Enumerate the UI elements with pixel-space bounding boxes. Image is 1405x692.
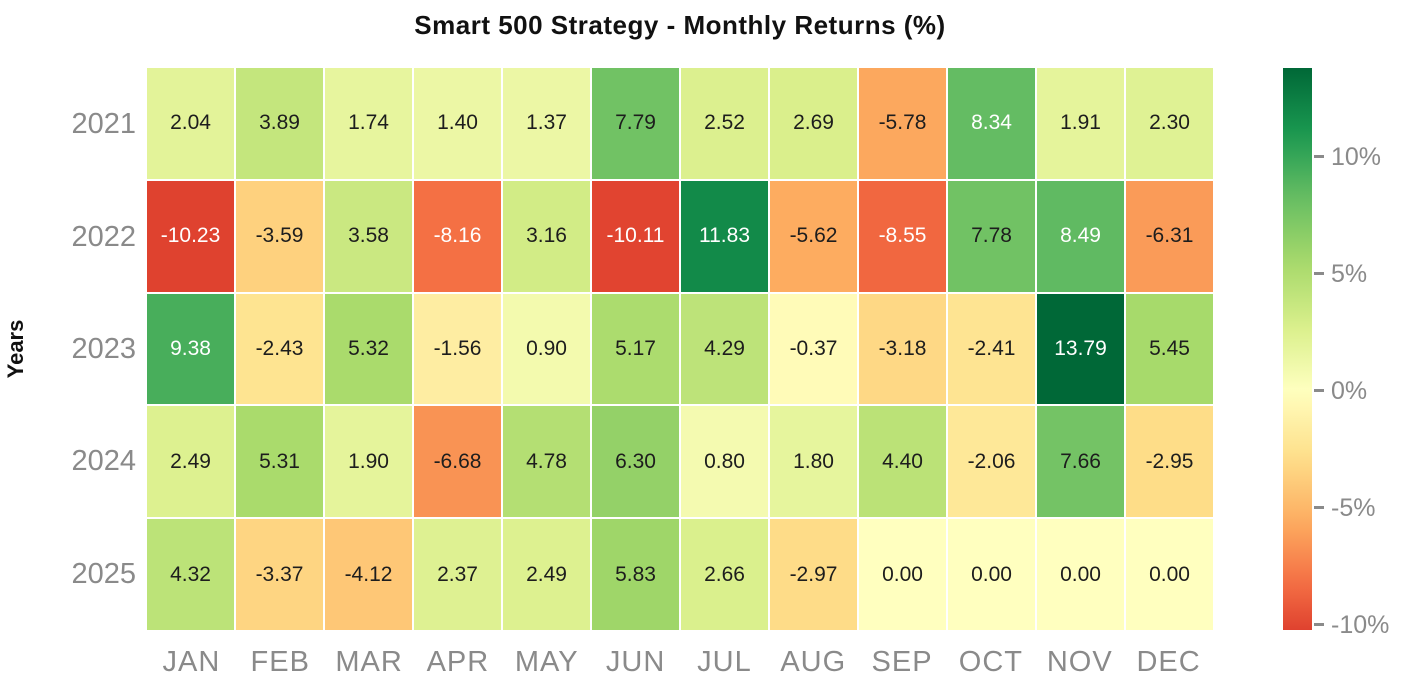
heatmap-cell-2022-FEB: -3.59 xyxy=(236,180,323,292)
heatmap-cell-2025-JAN: 4.32 xyxy=(147,519,234,630)
heatmap-grid: 2.04 3.89 1.74 1.40 1.37 7.79 2.52 2.69 -5.78 8.3… xyxy=(147,68,1213,630)
heatmap-cell-2022-APR: -8.16 xyxy=(414,180,501,292)
heatmap-cell-2021-OCT: 8.34 xyxy=(948,68,1035,179)
heatmap-cell-2023-MAY: 0.90 xyxy=(503,293,590,405)
colorbar-tick-mark-5% xyxy=(1314,272,1324,276)
xtick-label-MAR: MAR xyxy=(335,646,403,678)
heatmap-cell-2022-JAN: -10.23 xyxy=(147,180,234,292)
heatmap-cell-2024-JUL: 0.80 xyxy=(681,406,768,518)
xtick-label-MAY: MAY xyxy=(514,646,579,678)
heatmap-cell-2022-NOV: 8.49 xyxy=(1037,180,1124,292)
heatmap-cell-2025-SEP: 0.00 xyxy=(859,519,946,630)
heatmap-cell-2024-OCT: -2.06 xyxy=(948,406,1035,518)
heatmap-cell-2023-JUL: 4.29 xyxy=(681,293,768,405)
colorbar-tick-mark-10% xyxy=(1314,155,1324,159)
heatmap-cell-2024-MAY: 4.78 xyxy=(503,406,590,518)
heatmap-cell-2024-JUN: 6.30 xyxy=(592,406,679,518)
heatmap-cell-2025-JUN: 5.83 xyxy=(592,519,679,630)
heatmap-cell-2022-AUG: -5.62 xyxy=(770,180,857,292)
chart-title: Smart 500 Strategy - Monthly Returns (%) xyxy=(414,10,946,40)
heatmap-cell-2025-FEB: -3.37 xyxy=(236,519,323,630)
heatmap-cell-2022-DEC: -6.31 xyxy=(1126,180,1213,292)
heatmap-cell-2023-DEC: 5.45 xyxy=(1126,293,1213,405)
ytick-label-2024: 2024 xyxy=(71,445,136,478)
heatmap-cell-2024-FEB: 5.31 xyxy=(236,406,323,518)
colorbar-tick-label--5%: -5% xyxy=(1331,493,1376,522)
heatmap-cell-2023-MAR: 5.32 xyxy=(325,293,412,405)
heatmap-cell-2023-AUG: -0.37 xyxy=(770,293,857,405)
heatmap-cell-2025-NOV: 0.00 xyxy=(1037,519,1124,630)
heatmap-cell-2021-MAR: 1.74 xyxy=(325,68,412,179)
heatmap-cell-2024-SEP: 4.40 xyxy=(859,406,946,518)
heatmap-cell-2025-DEC: 0.00 xyxy=(1126,519,1213,630)
xtick-label-DEC: DEC xyxy=(1136,646,1201,678)
colorbar-tick-mark-0% xyxy=(1314,389,1324,393)
colorbar-tick-mark--10% xyxy=(1314,623,1324,627)
heatmap-cell-2022-JUL: 11.83 xyxy=(681,180,768,292)
heatmap-cell-2023-OCT: -2.41 xyxy=(948,293,1035,405)
heatmap-cell-2023-JUN: 5.17 xyxy=(592,293,679,405)
xtick-label-AUG: AUG xyxy=(780,646,847,678)
heatmap-cell-2021-SEP: -5.78 xyxy=(859,68,946,179)
heatmap-cell-2024-AUG: 1.80 xyxy=(770,406,857,518)
heatmap-cell-2024-NOV: 7.66 xyxy=(1037,406,1124,518)
heatmap-cell-2021-DEC: 2.30 xyxy=(1126,68,1213,179)
colorbar xyxy=(1283,68,1312,630)
heatmap-cell-2021-JAN: 2.04 xyxy=(147,68,234,179)
heatmap-cell-2022-MAY: 3.16 xyxy=(503,180,590,292)
xtick-label-OCT: OCT xyxy=(958,646,1024,678)
colorbar-tick-mark--5% xyxy=(1314,506,1324,510)
xtick-label-JUL: JUL xyxy=(697,646,752,678)
heatmap-cell-2021-MAY: 1.37 xyxy=(503,68,590,179)
heatmap-cell-2024-JAN: 2.49 xyxy=(147,406,234,518)
colorbar-tick-label-0%: 0% xyxy=(1331,376,1368,405)
heatmap-cell-2025-APR: 2.37 xyxy=(414,519,501,630)
xtick-label-APR: APR xyxy=(426,646,490,678)
colorbar-tick-label--10%: -10% xyxy=(1331,610,1390,639)
heatmap-cell-2023-NOV: 13.79 xyxy=(1037,293,1124,405)
heatmap-cell-2022-MAR: 3.58 xyxy=(325,180,412,292)
heatmap-cell-2023-FEB: -2.43 xyxy=(236,293,323,405)
heatmap-cell-2025-AUG: -2.97 xyxy=(770,519,857,630)
heatmap-cell-2023-APR: -1.56 xyxy=(414,293,501,405)
heatmap-cell-2024-DEC: -2.95 xyxy=(1126,406,1213,518)
heatmap-cell-2022-OCT: 7.78 xyxy=(948,180,1035,292)
heatmap-cell-2023-JAN: 9.38 xyxy=(147,293,234,405)
heatmap-cell-2024-MAR: 1.90 xyxy=(325,406,412,518)
ytick-label-2023: 2023 xyxy=(71,333,136,365)
ytick-label-2025: 2025 xyxy=(71,557,136,590)
heatmap-cell-2021-JUL: 2.52 xyxy=(681,68,768,179)
xtick-label-JUN: JUN xyxy=(605,646,666,678)
heatmap-cell-2024-APR: -6.68 xyxy=(414,406,501,518)
heatmap-cell-2021-FEB: 3.89 xyxy=(236,68,323,179)
xtick-label-JAN: JAN xyxy=(162,646,221,678)
heatmap-cell-2025-OCT: 0.00 xyxy=(948,519,1035,630)
xtick-label-FEB: FEB xyxy=(250,646,310,678)
xtick-label-SEP: SEP xyxy=(871,646,933,678)
colorbar-tick-label-5%: 5% xyxy=(1331,259,1368,288)
heatmap-cell-2021-APR: 1.40 xyxy=(414,68,501,179)
heatmap-cell-2022-SEP: -8.55 xyxy=(859,180,946,292)
heatmap-cell-2025-MAR: -4.12 xyxy=(325,519,412,630)
heatmap-cell-2025-MAY: 2.49 xyxy=(503,519,590,630)
heatmap-cell-2021-NOV: 1.91 xyxy=(1037,68,1124,179)
heatmap-cell-2021-JUN: 7.79 xyxy=(592,68,679,179)
heatmap-cell-2025-JUL: 2.66 xyxy=(681,519,768,630)
ytick-label-2021: 2021 xyxy=(71,108,136,141)
ytick-label-2022: 2022 xyxy=(71,220,136,253)
colorbar-tick-label-10%: 10% xyxy=(1331,142,1382,171)
heatmap-cell-2021-AUG: 2.69 xyxy=(770,68,857,179)
heatmap-cell-2022-JUN: -10.11 xyxy=(592,180,679,292)
heatmap-cell-2023-SEP: -3.18 xyxy=(859,293,946,405)
xtick-label-NOV: NOV xyxy=(1046,646,1113,678)
